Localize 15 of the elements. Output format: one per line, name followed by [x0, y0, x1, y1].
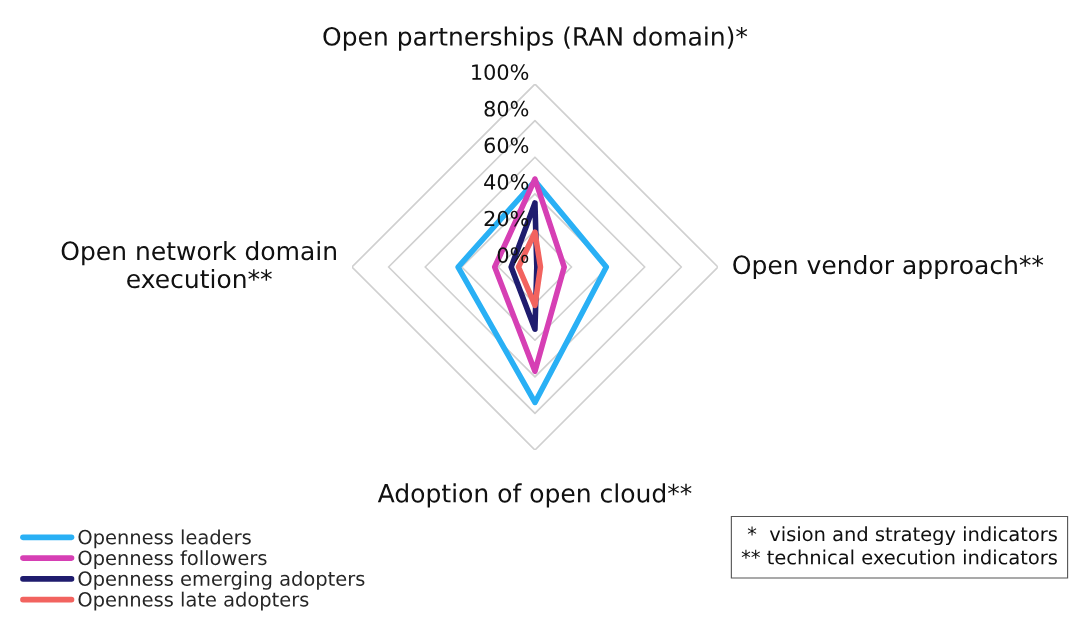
y-tick-label: 60%	[484, 137, 529, 154]
legend-label: Openness followers	[78, 550, 267, 569]
legend-label: Openness leaders	[78, 529, 251, 549]
legend-label: Openness late adopters	[78, 591, 309, 611]
y-tick-label: 80%	[484, 100, 529, 117]
y-tick-label: 100%	[472, 64, 529, 80]
spoke-label: Open partnerships (RAN domain)*	[323, 26, 748, 51]
legend-label: Openness emerging adopters	[78, 570, 365, 590]
spoke-label: Open vendor approach**	[733, 254, 1044, 280]
text: * vision and strategy indicators	[747, 526, 1057, 546]
spoke-label: Open network domain execution**	[61, 240, 336, 289]
y-tick-label: 40%	[484, 174, 529, 190]
spoke-label: Adoption of open cloud**	[377, 483, 692, 508]
text: ** technical execution indicators	[741, 549, 1057, 565]
y-tick-label: 0%	[497, 247, 529, 263]
